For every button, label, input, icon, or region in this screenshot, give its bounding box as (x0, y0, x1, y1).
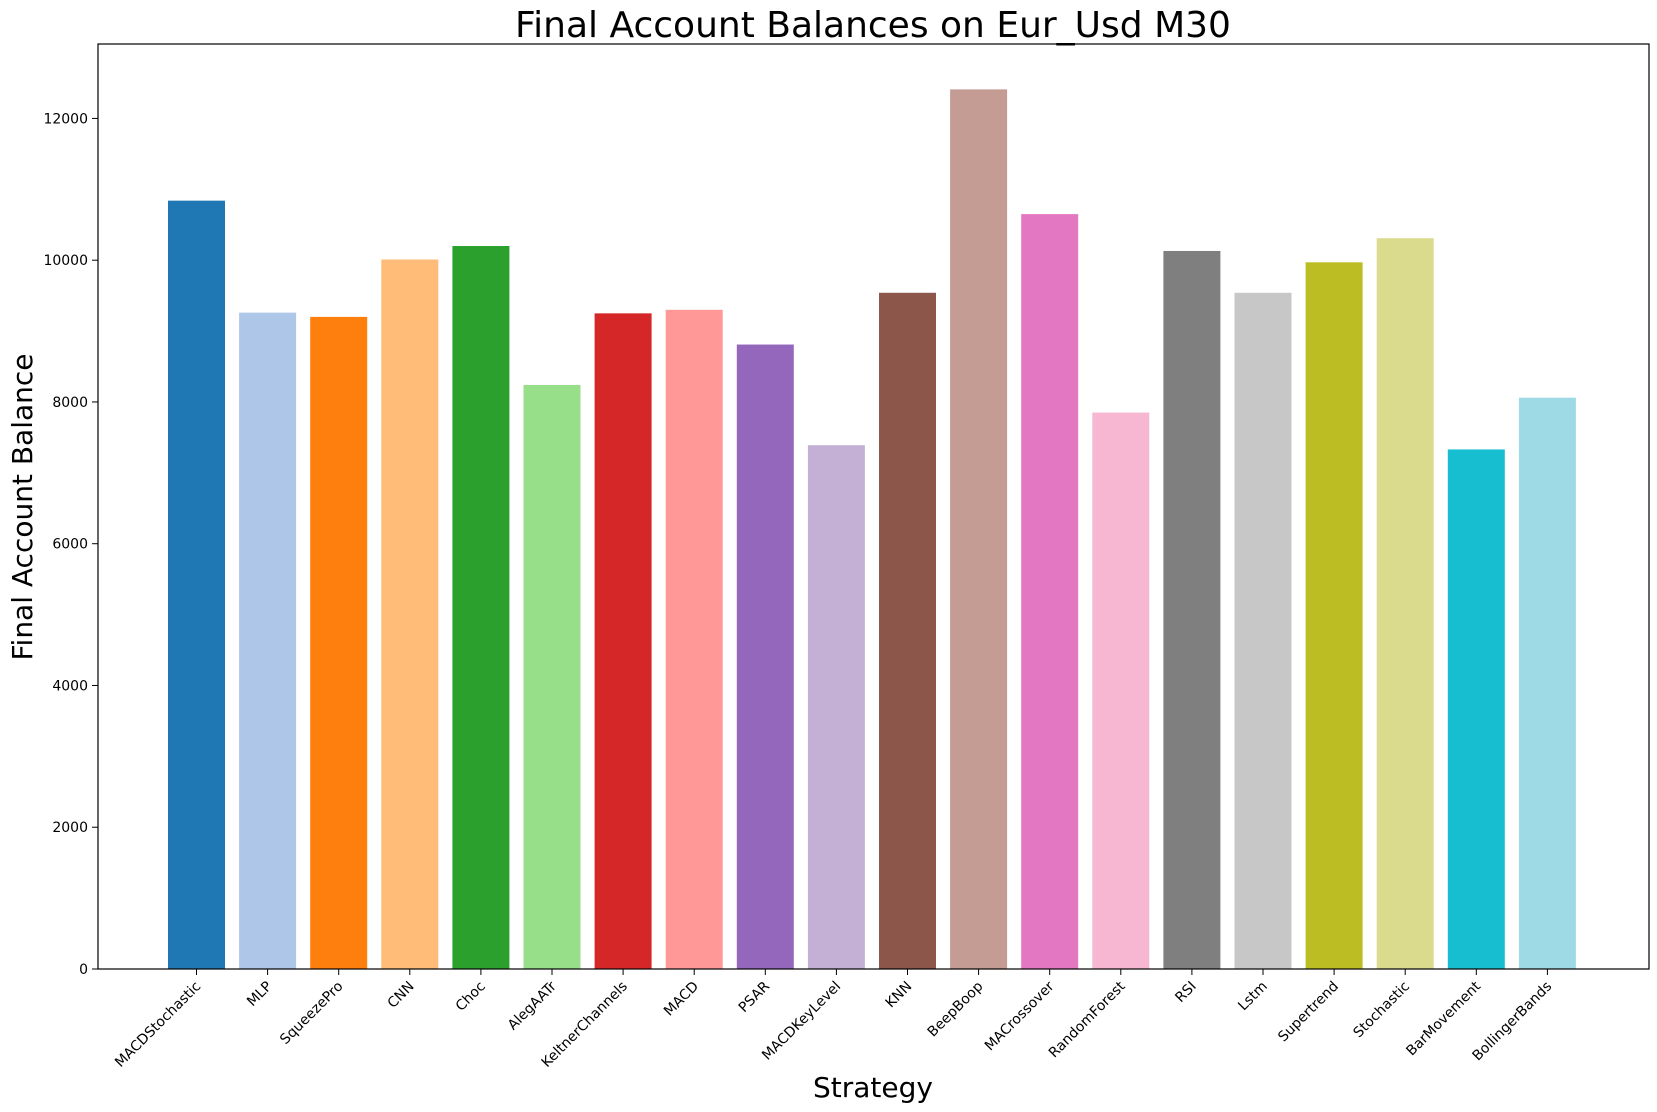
bar-cnn (381, 259, 439, 970)
x-tick-label: Choc (453, 979, 489, 1015)
bar-alegaatr (523, 384, 581, 969)
x-tick-label: PSAR (736, 978, 774, 1016)
bar-knn (879, 292, 936, 969)
x-tick-label: MACDKeyLevel (759, 979, 844, 1064)
x-tick-label: MACD (661, 979, 702, 1020)
y-tick-label: 0 (79, 962, 88, 978)
y-tick-label: 2000 (52, 820, 88, 836)
bar-choc (452, 246, 510, 969)
bar-supertrend (1305, 262, 1363, 969)
bar-macrossover (1021, 214, 1079, 970)
bar-macdkeylevel (807, 445, 865, 969)
x-tick-label: RandomForest (1046, 978, 1129, 1061)
bar-barmovement (1447, 449, 1505, 969)
x-tick-label: BarMovement (1403, 978, 1484, 1059)
x-tick-label: CNN (385, 979, 418, 1012)
x-tick-label: SqueezePro (277, 979, 346, 1048)
x-tick-label: Lstm (1235, 979, 1271, 1015)
x-tick-label: AlegAATr (505, 978, 560, 1033)
bar-squeezepro (310, 316, 368, 969)
plot-frame (97, 43, 1650, 970)
bar-beepboop (950, 89, 1008, 970)
y-tick-label: 8000 (52, 395, 88, 411)
x-tick-label: Stochastic (1350, 979, 1413, 1042)
x-tick-label: MACDStochastic (112, 979, 204, 1071)
bar-lstm (1234, 292, 1292, 969)
bar-macd (665, 309, 723, 969)
bar-psar (736, 344, 794, 969)
y-tick-label: 6000 (52, 537, 88, 553)
x-tick-label: MLP (244, 979, 275, 1010)
x-tick-label: MACrossover (982, 978, 1058, 1054)
x-tick-label: KNN (883, 979, 916, 1012)
y-axis-label: Final Account Balance (6, 353, 39, 660)
x-axis-label: Strategy (813, 1071, 933, 1104)
y-axis: 0 2000 4000 6000 8000 10000 12000 (43, 111, 98, 978)
chart-title: Final Account Balances on Eur_Usd M30 (515, 5, 1231, 46)
bar-randomforest (1092, 412, 1150, 970)
bar-stochastic (1376, 238, 1434, 969)
bar-keltnerchannels (594, 313, 652, 970)
y-tick-label: 10000 (43, 253, 88, 269)
bar-rsi (1163, 250, 1221, 970)
y-tick-label: 4000 (52, 678, 88, 694)
x-axis: MACDStochastic MLP SqueezePro CNN Choc AlegAA… (112, 969, 1555, 1071)
x-tick-label: RSI (1172, 979, 1199, 1006)
y-tick-label: 12000 (43, 111, 88, 127)
bar-mlp (239, 312, 297, 969)
x-tick-label: Supertrend (1275, 979, 1342, 1046)
bar-macdstochastic (168, 200, 225, 969)
bars-group (168, 89, 1576, 970)
x-tick-label: BeepBoop (925, 978, 987, 1040)
bar-bollingerbands (1518, 397, 1576, 969)
